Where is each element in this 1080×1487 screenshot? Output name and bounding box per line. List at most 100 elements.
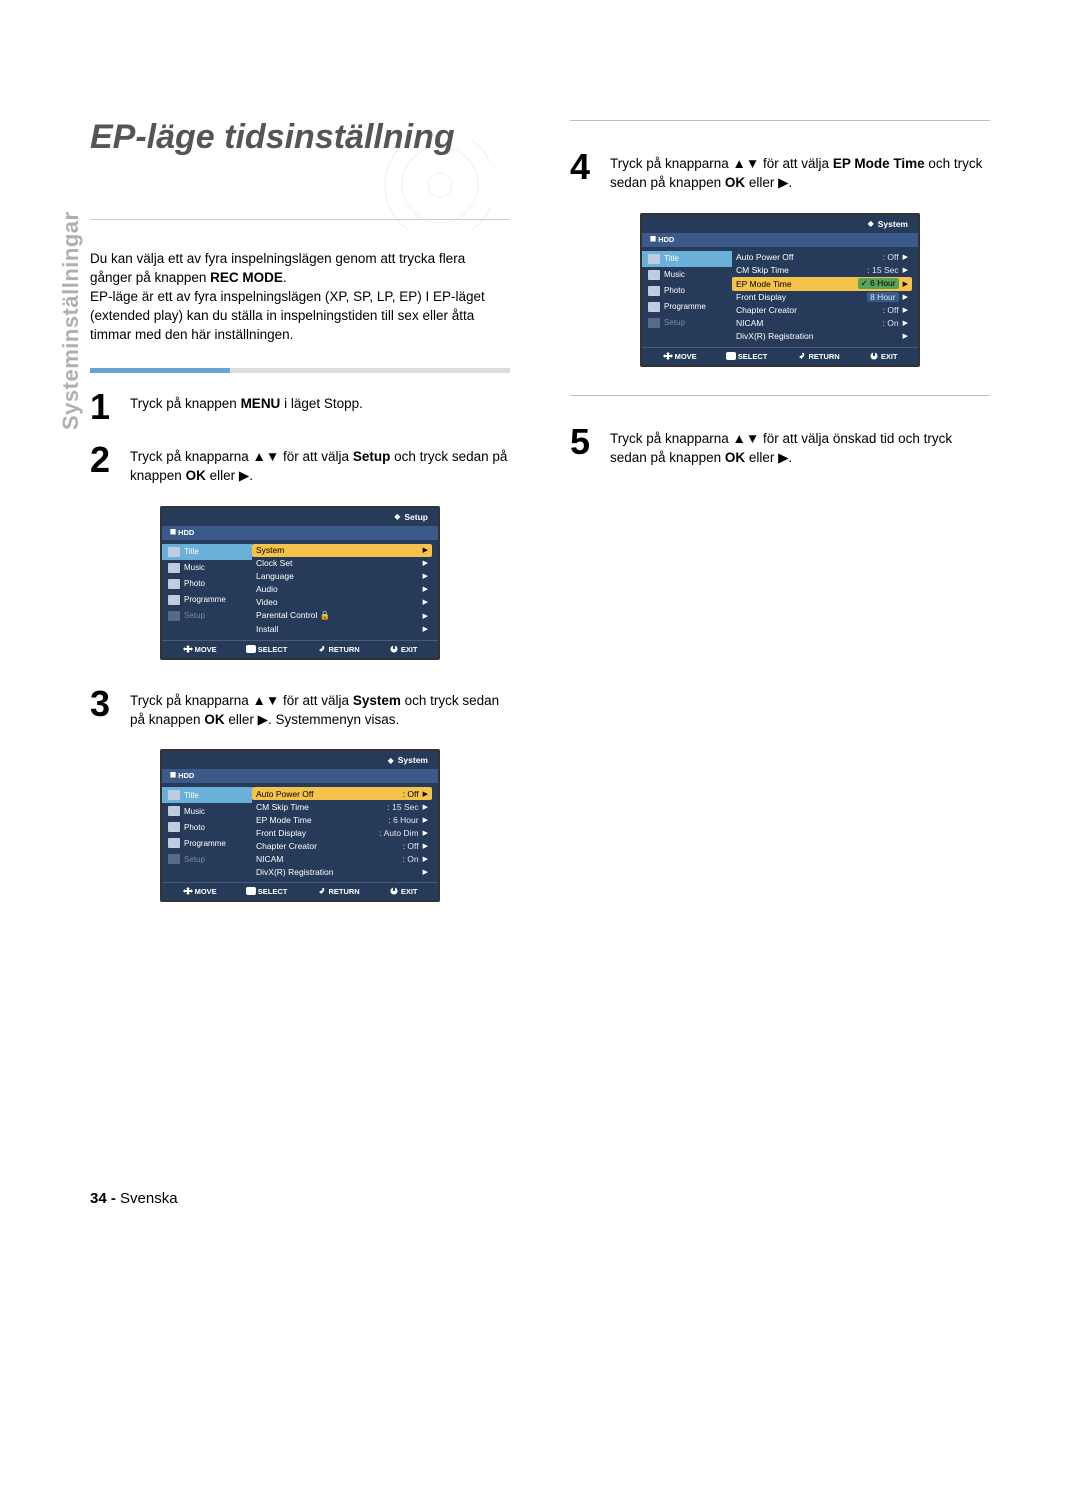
menu-nav-item: Music [642,267,732,283]
page-footer: 34 - Svenska [90,1190,990,1207]
menu-nav-item: Setup [162,608,252,624]
step-text: Tryck på knapparna ▲▼ för att välja EP M… [610,151,990,193]
menu-footer-item: EXIT [389,887,418,896]
diamond-icon: ◆ [394,512,400,521]
menu-row-label: Install [256,624,419,634]
step-2: 2 Tryck på knapparna ▲▼ för att välja Se… [90,444,510,486]
menu-header: ◆System [162,751,438,769]
menu-row-label: Auto Power Off [736,252,879,262]
step-number: 1 [90,391,120,423]
menu-row-label: Chapter Creator [256,841,399,851]
menu-list: Auto Power Off: Off▶CM Skip Time: 15 Sec… [732,247,918,347]
step-3: 3 Tryck på knapparna ▲▼ för att välja Sy… [90,688,510,730]
chevron-right-icon: ▶ [423,790,428,798]
chevron-right-icon: ▶ [903,253,908,261]
menu-row-value: ✓ 6 Hour [858,278,899,289]
menu-footer: MOVE SELECT RETURN EXIT [162,640,438,658]
chevron-right-icon: ▶ [423,855,428,863]
step-text: Tryck på knapparna ▲▼ för att välja önsk… [610,426,990,468]
menu-nav-item: Music [162,560,252,576]
chevron-right-icon: ▶ [423,612,428,620]
nav-icon [168,838,180,848]
menu-row: Video▶ [252,596,432,609]
menu-list: System▶Clock Set▶Language▶Audio▶Video▶Pa… [252,540,438,640]
menu-footer: MOVE SELECT RETURN EXIT [642,347,918,365]
chevron-right-icon: ▶ [423,803,428,811]
nav-icon [168,547,180,557]
menu-row: CM Skip Time : 15 Sec ▶ [252,800,432,813]
chevron-right-icon: ▶ [423,829,428,837]
menu-row-value: : Off [403,841,419,851]
menu-nav: Title Music Photo Programme Setup [162,540,252,640]
nav-icon [168,822,180,832]
intro-part3: EP-läge är ett av fyra inspelningslägen … [90,289,485,342]
menu-row-label: EP Mode Time [736,279,854,289]
menu-row: System▶ [252,544,432,557]
nav-icon [648,302,660,312]
menu-row-label: CM Skip Time [256,802,383,812]
chevron-right-icon: ▶ [423,559,428,567]
menu-row: CM Skip Time: 15 Sec▶ [732,264,912,277]
step-number: 4 [570,151,600,193]
menu-row: Front Display: Auto Dim▶ [252,826,432,839]
menu-footer-item: RETURN [796,352,839,361]
menu-row-label: Audio [256,584,419,594]
nav-label: Photo [664,286,685,295]
menu-hdd-bar: ⯀ HDD [162,769,438,783]
menu-row-label: NICAM [736,318,879,328]
nav-icon [648,270,660,280]
menu-row-label: Front Display [736,292,863,302]
menu-row: DivX(R) Registration▶ [732,330,912,343]
step-1: 1 Tryck på knappen MENU i läget Stopp. [90,391,510,423]
chevron-right-icon: ▶ [903,319,908,327]
menu-footer-item: SELECT [726,352,768,361]
thin-rule [570,395,990,396]
nav-icon [168,595,180,605]
nav-label: Photo [184,579,205,588]
step-text: Tryck på knapparna ▲▼ för att välja Setu… [130,444,510,486]
nav-icon [648,286,660,296]
menu-nav-item: Programme [642,299,732,315]
nav-icon [168,611,180,621]
intro-text: Du kan välja ett av fyra inspelningsläge… [90,250,510,344]
menu-row: Clock Set ▶ [252,557,432,570]
chevron-right-icon: ▶ [423,625,428,633]
menu-row: Language▶ [252,570,432,583]
menu-row-label: Clock Set [256,558,419,568]
nav-icon [168,854,180,864]
menu-row-value: : 15 Sec [387,802,418,812]
menu-footer-item: MOVE [663,352,697,361]
nav-label: Music [184,807,205,816]
chevron-right-icon: ▶ [903,332,908,340]
step-text: Tryck på knapparna ▲▼ för att välja Syst… [130,688,510,730]
chevron-right-icon: ▶ [423,546,428,554]
menu-row: DivX(R) Registration▶ [252,865,432,878]
menu-row-label: EP Mode Time [256,815,384,825]
nav-label: Title [184,791,199,800]
menu-row-label: Language [256,571,419,581]
menu-row: Chapter Creator : Off ▶ [252,839,432,852]
menu-row-label: Front Display [256,828,375,838]
nav-label: Programme [184,595,226,604]
menu-row: Audio▶ [252,583,432,596]
nav-label: Programme [664,302,706,311]
menu-body: TitleMusicPhotoProgrammeSetup Auto Power… [642,247,918,347]
menu-nav-item: Setup [642,315,732,331]
nav-icon [168,579,180,589]
menu-nav-item: Programme [162,835,252,851]
chevron-right-icon: ▶ [423,598,428,606]
nav-label: Setup [664,318,685,327]
chevron-right-icon: ▶ [423,842,428,850]
menu-nav-item: Music [162,803,252,819]
footer-language: Svenska [120,1190,178,1207]
menu-row-label: Parental Control 🔒 [256,610,419,621]
menu-nav-item: Photo [162,576,252,592]
menu-row: Install ▶ [252,623,432,636]
menu-row-value: : 15 Sec [867,265,898,275]
menu-row: Auto Power Off: Off▶ [252,787,432,800]
menu-row-value: : 6 Hour [388,815,418,825]
menu-nav-item: Title [162,544,252,560]
nav-label: Music [184,563,205,572]
diamond-icon: ◆ [868,219,874,228]
chevron-right-icon: ▶ [903,293,908,301]
